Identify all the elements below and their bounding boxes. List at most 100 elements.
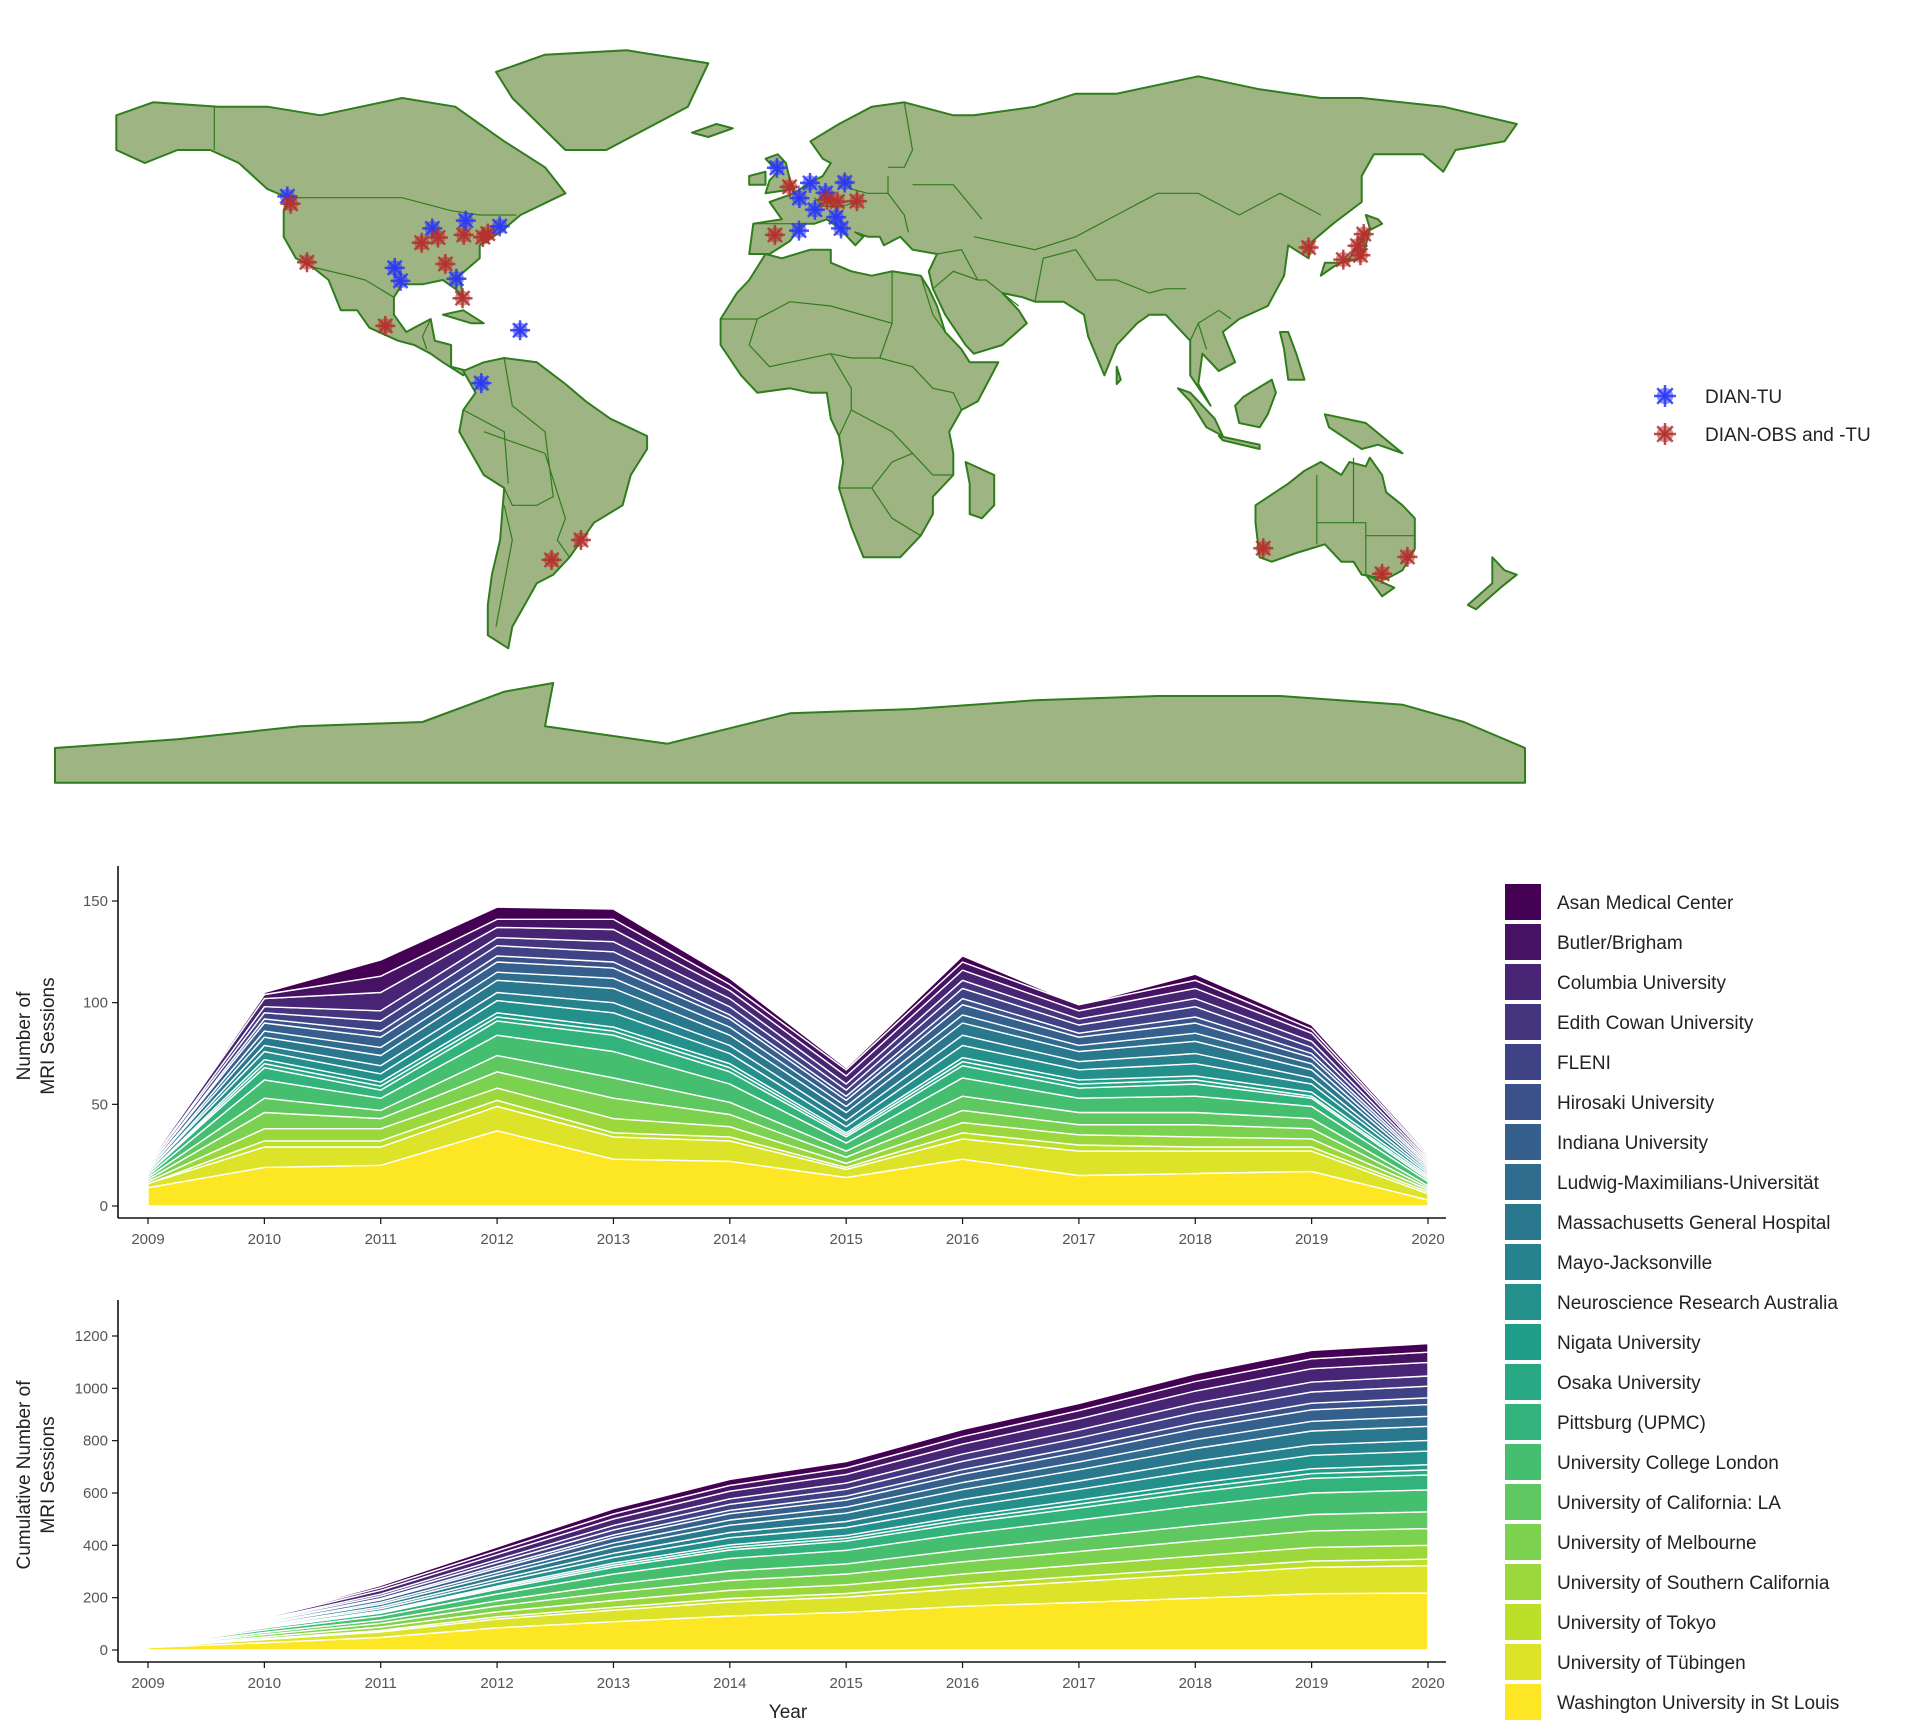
country-border-27 [1189, 321, 1208, 350]
chart2-x-tick-label: 2011 [365, 1675, 397, 1692]
site-marker-7 [428, 227, 449, 248]
country-border-5 [483, 431, 570, 558]
chart2-y-tick-label: 1200 [75, 1328, 108, 1345]
country-border-25 [920, 275, 946, 333]
chart2-x-tick-label: 2018 [1179, 1675, 1212, 1692]
site-marker-12 [455, 210, 476, 231]
legend-marker-1 [1654, 423, 1676, 445]
landmass-1 [495, 49, 710, 151]
site-marker-42 [1397, 546, 1418, 567]
site-marker-14 [477, 223, 498, 244]
legend-swatch-0 [1505, 884, 1541, 920]
legend-label-10: Neuroscience Research Australia [1557, 1293, 1838, 1314]
chart2-y-tick-label: 200 [83, 1590, 108, 1607]
landmass-7 [54, 682, 1526, 784]
chart2-x-tick-label: 2016 [946, 1675, 979, 1692]
site-marker-18 [471, 373, 492, 394]
chart1-y-tick-label: 0 [100, 1198, 108, 1215]
chart1-x-tick-label: 2016 [946, 1231, 979, 1248]
chart1-x-tick-label: 2010 [248, 1231, 281, 1248]
chart1-x-tick-label: 2019 [1295, 1231, 1328, 1248]
legend-label-18: University of Tokyo [1557, 1613, 1716, 1634]
legend-swatch-13 [1505, 1404, 1541, 1440]
site-marker-40 [1253, 538, 1274, 559]
site-marker-33 [764, 224, 785, 245]
landmass-18 [1115, 365, 1122, 385]
landmass-14 [1323, 413, 1404, 455]
landmass-6 [1254, 456, 1416, 580]
site-marker-20 [570, 530, 591, 550]
chart2-x-tick-label: 2009 [131, 1675, 164, 1692]
legend-label-12: Osaka University [1557, 1373, 1701, 1394]
landmass-5 [964, 461, 996, 520]
landmass-12 [1217, 435, 1261, 450]
chart2-y-axis-title: Cumulative Number of MRI Sessions [14, 1380, 59, 1570]
site-marker-2 [296, 252, 317, 273]
map-legend-label: DIAN-OBS and -TU [1705, 425, 1871, 446]
site-marker-8 [435, 253, 456, 274]
site-marker-21 [766, 157, 787, 178]
landmass-16 [1466, 556, 1518, 611]
legend-label-5: Hirosaki University [1557, 1093, 1715, 1114]
legend-label-7: Ludwig-Maximilians-Universität [1557, 1173, 1820, 1194]
legend-label-6: Indiana University [1557, 1133, 1709, 1154]
chart2-x-tick-label: 2015 [829, 1675, 862, 1692]
chart1-area-20 [147, 906, 1429, 1164]
legend-swatch-9 [1505, 1244, 1541, 1280]
country-border-17 [932, 270, 979, 290]
legend-label-14: University College London [1557, 1453, 1779, 1474]
legend-swatch-12 [1505, 1364, 1541, 1400]
map-country-borders [213, 102, 1415, 627]
site-marker-31 [826, 207, 847, 228]
chart1-y-tick-label: 150 [83, 893, 108, 910]
chart2-y-tick-label: 400 [83, 1537, 108, 1554]
site-marker-35 [1298, 237, 1319, 258]
site-marker-23 [789, 188, 810, 209]
legend-label-13: Pittsburg (UPMC) [1557, 1413, 1706, 1434]
legend-swatch-6 [1505, 1124, 1541, 1160]
chart2-x-tick-label: 2013 [597, 1675, 630, 1692]
chart1-x-tick-label: 2013 [597, 1231, 630, 1248]
country-border-23 [839, 487, 922, 537]
legend-label-1: Butler/Brigham [1557, 933, 1683, 954]
chart2-y-tick-label: 800 [83, 1433, 108, 1450]
legend-label-20: Washington University in St Louis [1557, 1693, 1839, 1714]
landmass-15 [1279, 331, 1306, 381]
landmass-9 [748, 170, 767, 186]
site-marker-1 [280, 193, 301, 214]
country-border-6 [463, 409, 509, 484]
legend-label-8: Massachusetts General Hospital [1557, 1213, 1831, 1234]
country-border-4 [503, 357, 554, 506]
map-land [54, 49, 1526, 784]
site-marker-16 [375, 315, 396, 336]
chart2-x-tick-label: 2014 [713, 1675, 746, 1692]
chart2-x-tick-label: 2010 [248, 1675, 281, 1692]
map-legend-label: DIAN-TU [1705, 387, 1782, 408]
legend-label-16: University of Melbourne [1557, 1533, 1757, 1554]
chart1-y-axis-title: Number of MRI Sessions [14, 977, 59, 1094]
world-map: DIAN-TU DIAN-OBS and -TU [54, 49, 1871, 784]
map-legend: DIAN-TU DIAN-OBS and -TU [1654, 385, 1871, 446]
chart1-x-tick-label: 2011 [365, 1231, 397, 1248]
site-marker-25 [804, 199, 825, 220]
country-border-24 [871, 452, 913, 489]
legend-swatch-7 [1505, 1164, 1541, 1200]
legend-swatch-11 [1505, 1324, 1541, 1360]
country-border-15 [1034, 249, 1187, 302]
site-marker-36 [1353, 224, 1374, 245]
site-marker-5 [411, 232, 432, 253]
country-border-19 [748, 318, 893, 368]
country-border-26 [1197, 309, 1232, 324]
landmass-4 [719, 248, 1000, 559]
legend-label-9: Mayo-Jacksonville [1557, 1253, 1712, 1274]
legend-label-11: Nigata University [1557, 1333, 1701, 1354]
legend-swatch-5 [1505, 1084, 1541, 1120]
country-border-13 [888, 102, 914, 168]
chart1-x-tick-label: 2018 [1179, 1231, 1212, 1248]
site-marker-11 [453, 224, 474, 245]
chart1-x-tick-label: 2017 [1062, 1231, 1095, 1248]
site-marker-39 [1333, 249, 1354, 270]
landmass-3 [748, 75, 1518, 407]
country-border-12 [912, 184, 983, 220]
